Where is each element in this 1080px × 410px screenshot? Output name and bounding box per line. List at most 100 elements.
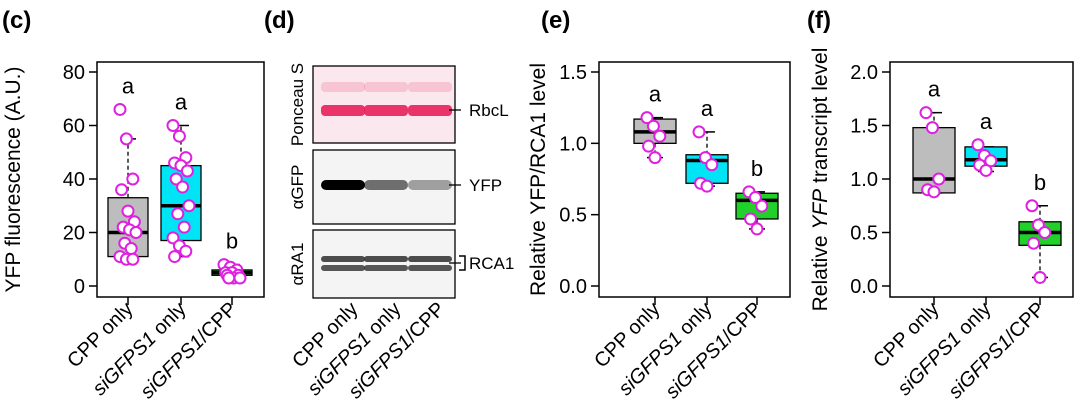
significance-letter: a [175, 90, 188, 115]
rca1-band-lower [321, 265, 365, 271]
data-point [646, 119, 660, 133]
band-label: YFP [469, 176, 502, 195]
significance-letter: a [122, 73, 135, 98]
y-tick-label: 2.0 [850, 62, 878, 84]
data-point [640, 111, 654, 125]
data-point [179, 244, 193, 258]
y-tick-label: 60 [63, 116, 85, 138]
x-tick-label: siGFPS1 only [894, 298, 996, 400]
data-point [233, 271, 247, 285]
data-point [648, 151, 662, 165]
yfp-band [408, 180, 452, 190]
data-point [119, 132, 133, 146]
data-point [126, 252, 140, 266]
y-tick-label: 1.0 [559, 133, 587, 155]
panel-letter: (d) [264, 7, 295, 34]
data-point [1025, 199, 1039, 213]
data-point [700, 179, 714, 193]
y-tick-label: 0 [74, 276, 85, 298]
minor-band [321, 82, 365, 92]
x-tick-label: siGFPS1/CPP [944, 298, 1049, 403]
y-tick-label: 0.5 [559, 205, 587, 227]
minor-band [364, 82, 408, 92]
significance-letter: b [1034, 170, 1046, 195]
rbcl-band [364, 105, 408, 116]
data-point [171, 207, 185, 221]
rca1-band-upper [321, 256, 365, 262]
data-point [919, 106, 933, 120]
data-point [1027, 236, 1041, 250]
y-axis-label: YFP fluorescence (A.U.) [2, 66, 25, 292]
y-tick-label: 0.0 [850, 276, 878, 298]
data-point [129, 226, 143, 239]
data-point [653, 129, 667, 143]
data-point [176, 180, 190, 194]
data-point [927, 185, 941, 199]
data-point [177, 220, 191, 234]
significance-letter: b [226, 229, 238, 254]
y-tick-label: 0.5 [850, 223, 878, 245]
data-point [744, 212, 758, 226]
data-point [168, 250, 182, 264]
data-point [932, 172, 946, 186]
yfp-band [321, 180, 365, 190]
data-point [705, 158, 719, 172]
band-label: RCA1 [469, 254, 514, 273]
rca1-band-lower [364, 265, 408, 271]
rca1-band-lower [408, 265, 452, 271]
y-tick-label: 40 [63, 169, 85, 191]
rca1-band-upper [408, 256, 452, 262]
plot-frame [598, 61, 791, 298]
data-point [971, 138, 985, 152]
blot-panel [312, 65, 456, 144]
y-axis-label: Relative YFP transcript level [809, 48, 832, 312]
panel-letter: (c) [2, 7, 31, 34]
rca1-band-upper [364, 256, 408, 262]
data-point [182, 199, 196, 213]
blot-panel [312, 229, 456, 299]
data-point [115, 183, 129, 197]
significance-letter: b [751, 156, 763, 181]
significance-letter: a [980, 109, 993, 134]
data-point [750, 222, 764, 236]
data-point [113, 102, 127, 116]
y-axis-label: Relative YFP/RCA1 level [527, 63, 550, 296]
data-point [642, 139, 656, 153]
blot-row-label: αRA1 [288, 243, 307, 286]
data-point [222, 271, 236, 285]
data-point [979, 163, 993, 177]
rbcl-band [408, 105, 452, 116]
data-point [166, 119, 180, 132]
yfp-band [364, 180, 408, 190]
panel-f: (f) 0.0 0.5 1.0 1.5 2.0 Relative YFP transcrip… [807, 7, 1074, 403]
band-label: RbcL [469, 101, 509, 120]
rbcl-band [321, 105, 365, 116]
significance-letter: a [928, 77, 941, 102]
data-point [126, 172, 140, 186]
data-point [180, 164, 194, 178]
blot-row-label: Ponceau S [288, 63, 307, 146]
data-point [124, 242, 138, 256]
blot-row-label: αGFP [288, 165, 307, 210]
y-tick-label: 1.5 [850, 116, 878, 138]
y-tick-label: 1.0 [850, 169, 878, 191]
data-point [755, 199, 769, 213]
data-point [172, 129, 186, 143]
significance-letter: a [649, 82, 662, 107]
significance-letter: a [701, 96, 714, 121]
data-point [925, 121, 939, 135]
data-point [1033, 270, 1047, 284]
y-tick-label: 0.0 [559, 276, 587, 298]
y-tick-label: 1.5 [559, 62, 587, 84]
panel-letter: (f) [807, 7, 831, 34]
data-point [692, 125, 706, 139]
minor-band [408, 82, 452, 92]
y-tick-label: 20 [63, 223, 85, 245]
y-tick-label: 80 [63, 62, 85, 84]
data-point [121, 204, 135, 218]
panel-letter: (e) [541, 7, 570, 34]
